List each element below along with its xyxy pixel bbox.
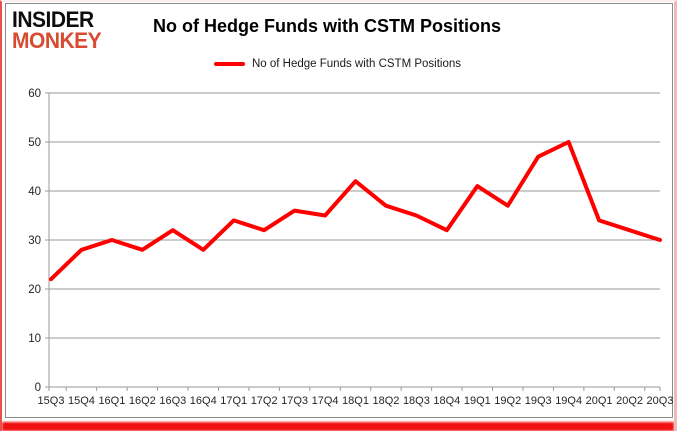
- chart-title: No of Hedge Funds with CSTM Positions: [153, 16, 501, 36]
- y-axis-label: 60: [28, 88, 41, 100]
- x-axis-label: 19Q2: [494, 395, 521, 407]
- y-axis-label: 0: [35, 382, 41, 394]
- x-axis-label: 20Q3: [647, 395, 674, 407]
- legend: No of Hedge Funds with CSTM Positions: [214, 58, 461, 70]
- x-axis-label: 16Q3: [159, 395, 186, 407]
- x-axis-label: 17Q1: [220, 395, 247, 407]
- x-axis-label: 18Q2: [372, 395, 399, 407]
- x-axis-label: 18Q4: [433, 395, 460, 407]
- x-axis-label: 19Q1: [464, 395, 491, 407]
- x-axis-label: 16Q1: [98, 395, 125, 407]
- legend-label: No of Hedge Funds with CSTM Positions: [252, 58, 462, 70]
- legend-line-swatch: [214, 62, 245, 66]
- x-axis-label: 18Q1: [342, 395, 369, 407]
- y-axis-label: 20: [28, 284, 41, 296]
- y-axis-label: 30: [28, 235, 41, 247]
- x-axis-label: 16Q4: [190, 395, 217, 407]
- x-axis-label: 15Q3: [38, 395, 65, 407]
- x-axis-label: 15Q4: [68, 395, 95, 407]
- series-line-hedge-funds: [49, 140, 662, 282]
- x-axis-label: 19Q4: [555, 395, 582, 407]
- insider-monkey-logo: INSIDER MONKEY: [12, 7, 102, 53]
- x-axis-label: 17Q3: [281, 395, 308, 407]
- y-axis-label: 50: [28, 137, 41, 149]
- x-axis-label: 18Q3: [403, 395, 430, 407]
- y-axis-label: 10: [28, 333, 41, 345]
- x-axis-label: 17Q4: [312, 395, 339, 407]
- y-axis-label: 40: [28, 186, 41, 198]
- x-axis-label: 17Q2: [251, 395, 278, 407]
- logo-line-monkey: MONKEY: [12, 28, 102, 53]
- x-axis-label: 16Q2: [129, 395, 156, 407]
- bottom-red-bar: [2, 422, 674, 431]
- x-axis-label: 20Q1: [586, 395, 613, 407]
- logo-line-insider: INSIDER: [12, 7, 94, 33]
- x-axis-label: 19Q3: [525, 395, 552, 407]
- x-axis-label: 20Q2: [616, 395, 643, 407]
